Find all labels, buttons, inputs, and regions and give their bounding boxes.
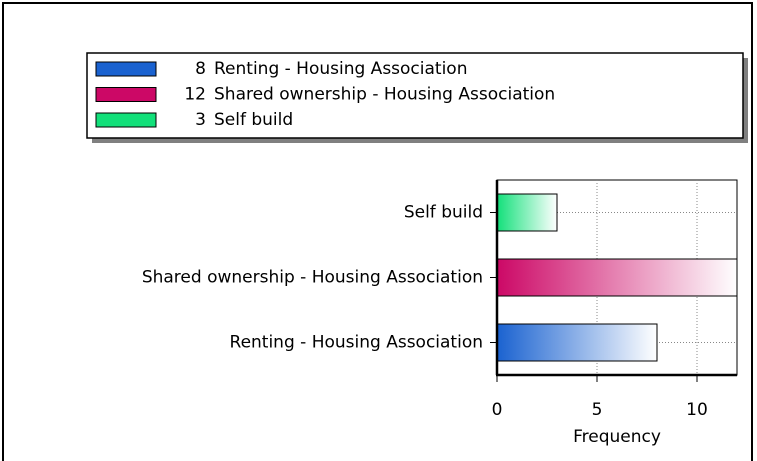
y-tick-label: Self build <box>404 203 483 223</box>
y-tick-label: Renting - Housing Association <box>230 333 483 353</box>
legend-count: 12 <box>184 85 206 105</box>
legend-box <box>86 52 744 139</box>
legend-label: Shared ownership - Housing Association <box>214 85 555 105</box>
x-axis-label: Frequency <box>573 427 661 447</box>
legend-swatch <box>95 112 157 128</box>
legend-label: Self build <box>214 110 293 130</box>
x-tick-label: 10 <box>686 400 708 420</box>
legend-swatch <box>95 61 157 77</box>
legend-label: Renting - Housing Association <box>214 59 467 79</box>
y-tick-label: Shared ownership - Housing Association <box>142 268 483 288</box>
bar <box>496 193 558 232</box>
x-tick-label: 5 <box>592 400 603 420</box>
legend-swatch <box>95 87 157 102</box>
legend-count: 3 <box>195 110 206 130</box>
bar <box>496 323 658 362</box>
legend-count: 8 <box>195 59 206 79</box>
bar <box>496 258 738 297</box>
x-tick-label: 0 <box>492 400 503 420</box>
